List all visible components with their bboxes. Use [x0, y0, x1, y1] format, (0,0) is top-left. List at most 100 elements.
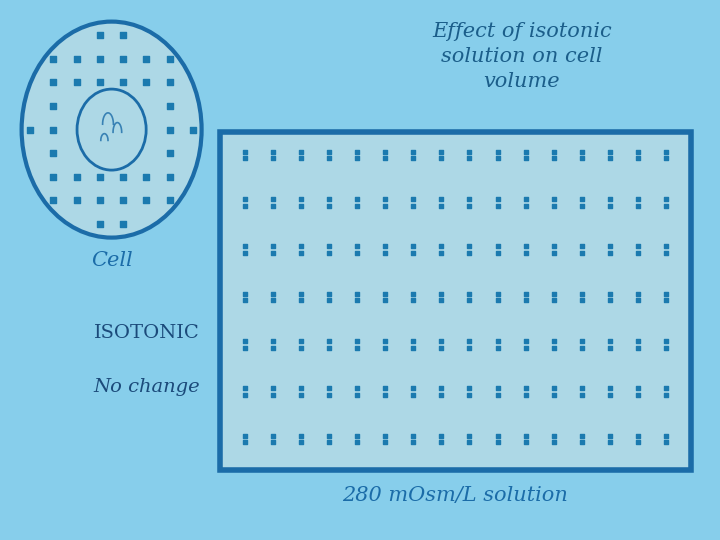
- Point: [295, 195, 307, 204]
- Point: [604, 438, 616, 447]
- Point: [351, 195, 363, 204]
- Point: [548, 438, 559, 447]
- Point: [267, 147, 279, 156]
- Point: [436, 384, 447, 393]
- Point: [464, 154, 475, 163]
- Point: [632, 337, 644, 346]
- Point: [604, 289, 616, 298]
- Point: [351, 154, 363, 163]
- Point: [379, 201, 391, 210]
- Point: [520, 154, 531, 163]
- Point: [604, 201, 616, 210]
- Point: [295, 390, 307, 399]
- Point: [464, 296, 475, 305]
- Point: [576, 147, 588, 156]
- Point: [660, 438, 672, 447]
- Point: [492, 438, 503, 447]
- Point: [117, 220, 129, 228]
- Point: [548, 147, 559, 156]
- Point: [164, 149, 176, 158]
- Point: [379, 154, 391, 163]
- Point: [464, 337, 475, 346]
- Point: [379, 296, 391, 305]
- Point: [379, 343, 391, 352]
- Point: [604, 296, 616, 305]
- Point: [351, 289, 363, 298]
- Point: [632, 384, 644, 393]
- Point: [464, 438, 475, 447]
- Point: [408, 343, 419, 352]
- Point: [408, 195, 419, 204]
- Point: [351, 343, 363, 352]
- Point: [520, 296, 531, 305]
- Point: [408, 337, 419, 346]
- Point: [295, 337, 307, 346]
- Point: [436, 248, 447, 257]
- Point: [117, 55, 129, 63]
- Point: [351, 248, 363, 257]
- Point: [436, 154, 447, 163]
- Point: [351, 147, 363, 156]
- Point: [379, 242, 391, 251]
- Point: [464, 242, 475, 251]
- Point: [660, 384, 672, 393]
- Point: [436, 147, 447, 156]
- Point: [464, 195, 475, 204]
- Point: [379, 431, 391, 440]
- Point: [94, 78, 106, 86]
- Point: [295, 201, 307, 210]
- Point: [492, 343, 503, 352]
- Point: [604, 195, 616, 204]
- Point: [464, 343, 475, 352]
- Point: [576, 289, 588, 298]
- Text: No change: No change: [94, 378, 200, 396]
- Point: [94, 172, 106, 181]
- Point: [548, 390, 559, 399]
- Point: [239, 337, 251, 346]
- Point: [140, 172, 152, 181]
- Point: [604, 431, 616, 440]
- Point: [408, 248, 419, 257]
- Point: [576, 337, 588, 346]
- Point: [492, 201, 503, 210]
- Point: [140, 78, 152, 86]
- Point: [379, 384, 391, 393]
- Point: [379, 147, 391, 156]
- Point: [660, 248, 672, 257]
- Point: [576, 201, 588, 210]
- Point: [436, 201, 447, 210]
- Point: [323, 390, 335, 399]
- Point: [323, 438, 335, 447]
- Point: [492, 154, 503, 163]
- Point: [520, 201, 531, 210]
- Point: [187, 125, 199, 134]
- Point: [323, 337, 335, 346]
- Point: [48, 102, 59, 110]
- Point: [576, 343, 588, 352]
- Point: [660, 289, 672, 298]
- Point: [239, 431, 251, 440]
- Point: [520, 248, 531, 257]
- Point: [492, 147, 503, 156]
- Point: [632, 154, 644, 163]
- Point: [267, 248, 279, 257]
- Point: [239, 296, 251, 305]
- Point: [632, 289, 644, 298]
- Point: [492, 195, 503, 204]
- Point: [660, 343, 672, 352]
- Point: [464, 147, 475, 156]
- Point: [323, 195, 335, 204]
- Point: [379, 390, 391, 399]
- Point: [164, 55, 176, 63]
- Point: [351, 201, 363, 210]
- Point: [576, 438, 588, 447]
- Point: [48, 172, 59, 181]
- Point: [140, 196, 152, 205]
- Point: [520, 242, 531, 251]
- Point: [604, 390, 616, 399]
- Point: [71, 78, 83, 86]
- Point: [632, 343, 644, 352]
- Text: Effect of isotonic
solution on cell
volume: Effect of isotonic solution on cell volu…: [432, 22, 612, 91]
- Point: [548, 343, 559, 352]
- Point: [351, 390, 363, 399]
